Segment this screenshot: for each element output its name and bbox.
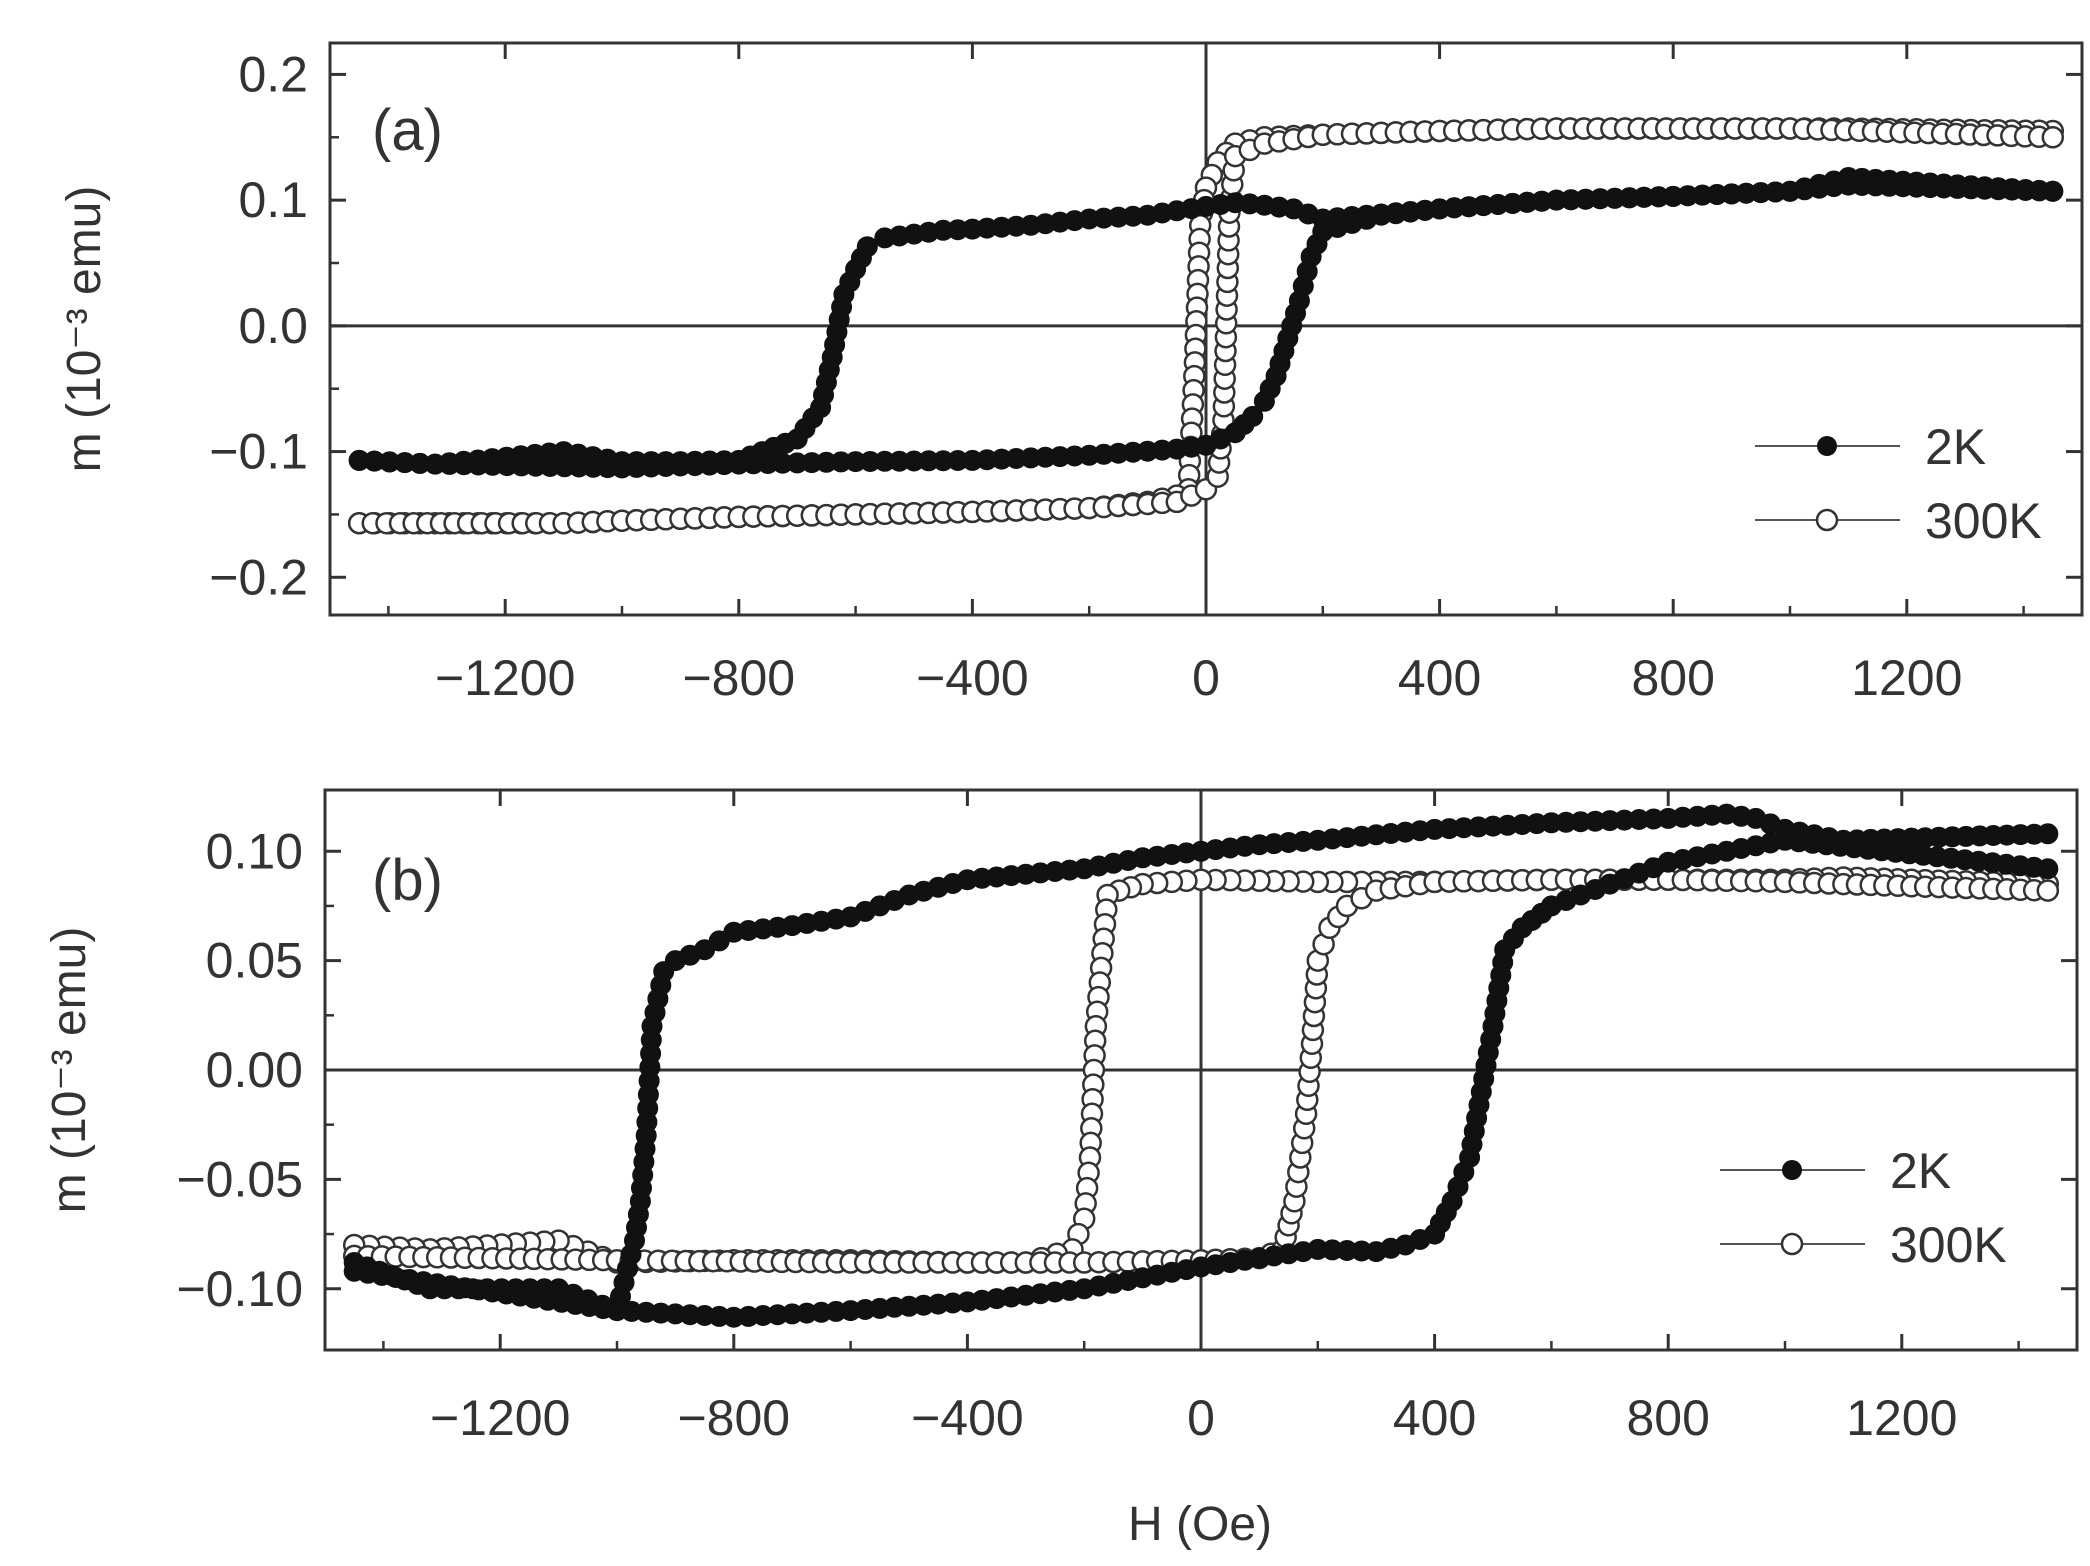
x-tick-label: 1200 (1846, 1390, 1957, 1446)
legend-b: 2K 300K (1720, 1143, 2007, 1273)
y-tick-label: 0.05 (206, 933, 303, 989)
x-tick-label: −400 (911, 1390, 1024, 1446)
y-tick-label: 0.2 (238, 46, 308, 102)
legend-a: 2K 300K (1755, 419, 2042, 549)
series-layer-a (347, 117, 2065, 535)
series-layer-b (342, 803, 2060, 1328)
x-tick-label: 1200 (1851, 650, 1962, 706)
x-tick-label: −1200 (435, 650, 575, 706)
y-tick-label: 0.1 (238, 172, 308, 228)
y-tick-label: −0.10 (176, 1261, 303, 1317)
x-tick-label: −400 (916, 650, 1029, 706)
legend-marker-2k-b (1782, 1160, 1802, 1180)
x-tick-label: 400 (1393, 1390, 1476, 1446)
panel-label-b: (b) (372, 848, 443, 913)
x-tick-label: 0 (1192, 650, 1220, 706)
x-tick-label: −800 (682, 650, 795, 706)
y-tick-label: 0.00 (206, 1042, 303, 1098)
data-point-2k (1242, 405, 1264, 427)
panel-a: −1200 −800 −400 0 400 800 1200 0.2 0.1 0.0 −0.1 −0.… (58, 41, 2084, 706)
legend-label-2k-b: 2K (1890, 1143, 1951, 1199)
legend-label-300k-a: 300K (1925, 493, 2042, 549)
y-tick-label: −0.1 (209, 424, 308, 480)
legend-marker-300k-b (1780, 1232, 1804, 1256)
data-point-300k (2036, 879, 2060, 902)
x-tick-label: −800 (677, 1390, 790, 1446)
y-tick-label: 0.10 (206, 823, 303, 879)
legend-marker-2k-a (1817, 436, 1837, 456)
x-tick-label: 800 (1626, 1390, 1709, 1446)
x-tick-label: −1200 (430, 1390, 570, 1446)
y-tick-label: −0.2 (209, 549, 308, 605)
legend-label-2k-a: 2K (1925, 419, 1986, 475)
y-tick-label: 0.0 (238, 298, 308, 354)
x-axis-title: H (Oe) (1128, 1498, 1272, 1551)
ticks-a: −1200 −800 −400 0 400 800 1200 0.2 0.1 0.0 −0.1 −0.… (209, 43, 2082, 706)
y-tick-label: −0.05 (176, 1151, 303, 1207)
panel-b: −1200 −800 −400 0 400 800 1200 0.10 0.05 0.00 −0.0… (43, 788, 2079, 1551)
x-tick-label: 400 (1398, 650, 1481, 706)
data-point-2k (2037, 858, 2059, 880)
data-point-300k (2041, 126, 2065, 149)
legend-label-300k-b: 300K (1890, 1217, 2007, 1273)
x-tick-label: 0 (1187, 1390, 1215, 1446)
data-point-2k (2042, 180, 2064, 202)
ticks-b: −1200 −800 −400 0 400 800 1200 0.10 0.05 0.00 −0.0… (176, 790, 2077, 1446)
data-point-2k (874, 227, 896, 249)
x-tick-label: 800 (1631, 650, 1714, 706)
panel-label-a: (a) (372, 98, 443, 163)
legend-marker-300k-a (1815, 508, 1839, 532)
y-axis-title-b: m (10⁻³ emu) (43, 927, 96, 1214)
y-axis-title-a: m (10⁻³ emu) (58, 186, 111, 473)
